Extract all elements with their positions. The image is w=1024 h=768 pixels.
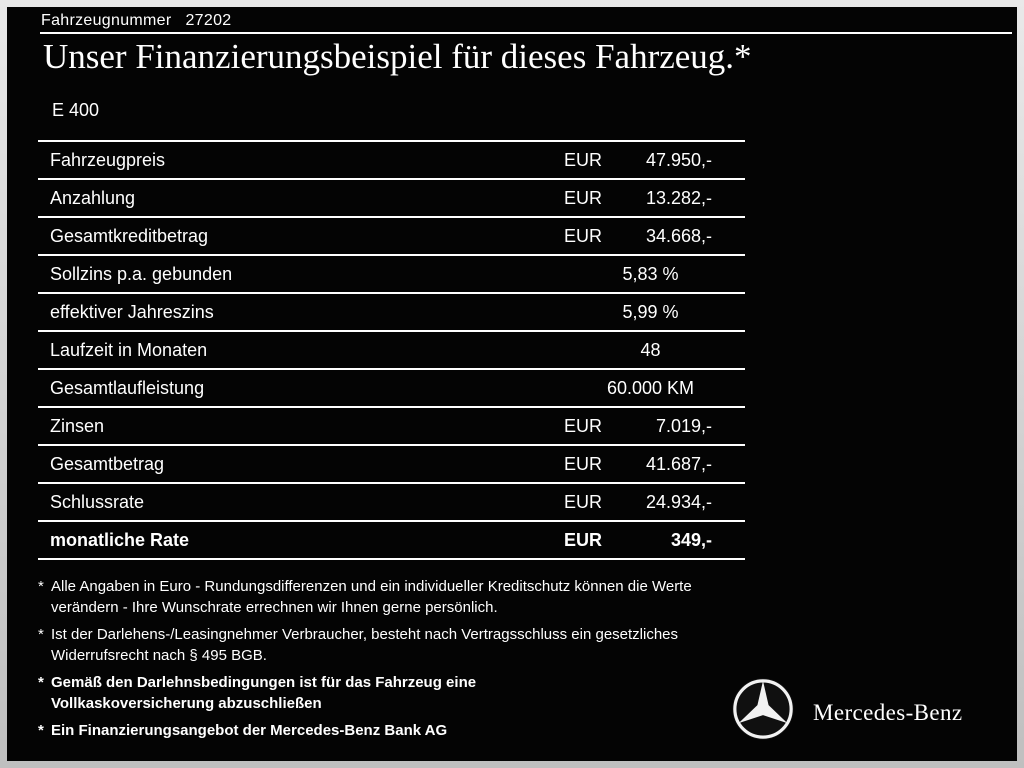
row-currency: EUR (564, 187, 603, 208)
row-label: effektiver Jahreszins (50, 301, 214, 322)
row-amount: 5,99 % (622, 301, 679, 322)
finance-sheet: Fahrzeugnummer 27202 Unser Finanzierungs… (7, 7, 1017, 761)
row-currency: EUR (564, 149, 603, 170)
row-amount: 7.019,- (655, 415, 712, 436)
row-amount: 5,83 % (622, 263, 679, 284)
row-currency: EUR (564, 529, 603, 550)
mercedes-star-icon (731, 677, 795, 746)
row-label: Laufzeit in Monaten (50, 339, 208, 360)
vehicle-number: Fahrzeugnummer 27202 (41, 12, 231, 30)
table-row: Fahrzeugpreis EUR 47.950,- (38, 142, 745, 180)
row-value: 60.000 KM (560, 370, 745, 406)
table-row: Gesamtbetrag EUR 41.687,- (38, 446, 745, 484)
row-amount: 349,- (670, 529, 712, 550)
row-label: Schlussrate (50, 491, 145, 512)
row-value: EUR 7.019,- (560, 408, 745, 444)
row-value: EUR 13.282,- (560, 180, 745, 216)
table-row: Anzahlung EUR 13.282,- (38, 180, 745, 218)
footnote: * Ist der Darlehens-/Leasingnehmer Verbr… (38, 624, 738, 666)
row-amount: 13.282,- (645, 187, 712, 208)
row-value: EUR 47.950,- (560, 142, 745, 178)
row-value: EUR 349,- (560, 522, 745, 558)
footnote-text: Ist der Darlehens-/Leasingnehmer Verbrau… (51, 626, 679, 664)
row-label: Sollzins p.a. gebunden (50, 263, 233, 284)
footnote-marker: * (38, 626, 44, 643)
model-name: E 400 (52, 100, 100, 120)
table-row-monthly-rate: monatliche Rate EUR 349,- (38, 522, 745, 560)
table-row: effektiver Jahreszins 5,99 % (38, 294, 745, 332)
header-divider (40, 32, 1012, 34)
row-label: Fahrzeugpreis (50, 149, 166, 170)
brand-name: Mercedes-Benz (813, 700, 963, 725)
row-value: 48 (560, 332, 745, 368)
row-currency: EUR (564, 453, 603, 474)
table-row: Sollzins p.a. gebunden 5,83 % (38, 256, 745, 294)
page-title: Unser Finanzierungsbeispiel für dieses F… (43, 37, 752, 76)
row-label: monatliche Rate (50, 529, 190, 550)
row-currency: EUR (564, 225, 603, 246)
row-amount: 60.000 KM (606, 377, 695, 398)
footnote: * Alle Angaben in Euro - Rundungsdiffere… (38, 576, 738, 618)
row-value: EUR 41.687,- (560, 446, 745, 482)
footnote: * Ein Finanzierungsangebot der Mercedes-… (38, 720, 738, 741)
table-row: Zinsen EUR 7.019,- (38, 408, 745, 446)
vehicle-number-label: Fahrzeugnummer (41, 12, 172, 29)
footnote-marker: * (38, 674, 44, 691)
row-currency: EUR (564, 415, 603, 436)
row-amount: 47.950,- (645, 149, 712, 170)
table-row: Gesamtlaufleistung 60.000 KM (38, 370, 745, 408)
row-amount: 24.934,- (645, 491, 712, 512)
row-value: EUR 24.934,- (560, 484, 745, 520)
finance-table: Fahrzeugpreis EUR 47.950,- Anzahlung EUR… (38, 140, 745, 560)
table-row: Gesamtkreditbetrag EUR 34.668,- (38, 218, 745, 256)
table-row: Schlussrate EUR 24.934,- (38, 484, 745, 522)
footnote-text: Ein Finanzierungsangebot der Mercedes-Be… (51, 722, 448, 739)
footnote-marker: * (38, 578, 44, 595)
row-amount: 34.668,- (645, 225, 712, 246)
table-row: Laufzeit in Monaten 48 (38, 332, 745, 370)
row-label: Gesamtlaufleistung (50, 377, 205, 398)
footnote-text: Gemäß den Darlehnsbedingungen ist für da… (51, 674, 477, 712)
footnote-marker: * (38, 722, 44, 739)
row-value: EUR 34.668,- (560, 218, 745, 254)
footnote: * Gemäß den Darlehnsbedingungen ist für … (38, 672, 738, 714)
vehicle-number-value: 27202 (185, 12, 232, 29)
footnotes: * Alle Angaben in Euro - Rundungsdiffere… (38, 576, 738, 747)
row-label: Gesamtbetrag (50, 453, 165, 474)
row-amount: 41.687,- (645, 453, 712, 474)
row-label: Gesamtkreditbetrag (50, 225, 209, 246)
row-value: 5,99 % (560, 294, 745, 330)
row-value: 5,83 % (560, 256, 745, 292)
row-currency: EUR (564, 491, 603, 512)
row-amount: 48 (640, 339, 661, 360)
footnote-text: Alle Angaben in Euro - Rundungsdifferenz… (51, 578, 692, 616)
row-label: Zinsen (50, 415, 105, 436)
row-label: Anzahlung (50, 187, 136, 208)
